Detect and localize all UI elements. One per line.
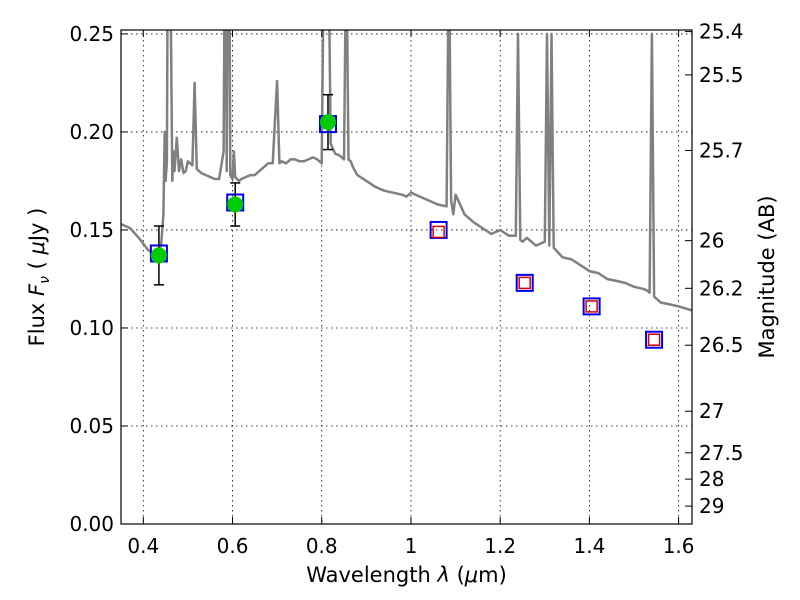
y2-tick-label: 27.5 — [699, 441, 744, 465]
model-photometry-square — [582, 297, 601, 316]
y-axis-label: Flux Fν ( μJy ) — [25, 208, 53, 347]
marker-layer — [149, 93, 664, 349]
x-tick-label: 1.6 — [663, 534, 695, 558]
y2-tick-label: 25.4 — [699, 20, 744, 44]
observed-point — [227, 196, 244, 213]
y2-tick-label: 28 — [699, 467, 724, 491]
right-axis-label: Magnitude (AB) — [755, 195, 779, 358]
y2-tick-label: 26.2 — [699, 276, 744, 300]
y2-tick-label: 26.5 — [699, 333, 744, 357]
y2-tick-label: 27 — [699, 399, 724, 423]
x-tick-label: 0.4 — [127, 534, 159, 558]
model-spectrum-line — [121, 30, 692, 312]
x-tick-label: 1.4 — [573, 534, 605, 558]
plot-frame — [120, 29, 693, 525]
model-photometry-square — [645, 330, 664, 349]
predicted-square — [585, 300, 598, 313]
axis-layer: 0.4 0.6 0.8 1 1.2 1.4 1.6 0.00 0.05 0.10 0.15 0.20 0… — [69, 20, 743, 558]
model-photometry-square — [515, 273, 534, 292]
x-tick-label: 1.2 — [484, 534, 516, 558]
observed-point — [150, 247, 167, 264]
y-tick-label: 0.10 — [69, 316, 114, 340]
y-tick-label: 0.20 — [69, 120, 114, 144]
y-tick-label: 0.25 — [69, 22, 114, 46]
x-tick-label: 1 — [405, 534, 418, 558]
y-tick-label: 0.05 — [69, 414, 114, 438]
x-axis-label: Wavelength λ (μm) — [306, 563, 507, 587]
predicted-square — [518, 276, 531, 290]
y2-tick-label: 29 — [699, 494, 724, 518]
predicted-square — [647, 333, 661, 346]
data-layer — [121, 30, 692, 312]
x-tick-label: 0.8 — [306, 534, 338, 558]
y-tick-label: 0.00 — [69, 512, 114, 536]
x-tick-label: 0.6 — [217, 534, 249, 558]
predicted-square — [432, 225, 445, 239]
y2-tick-label: 25.5 — [699, 63, 744, 87]
y2-tick-label: 26 — [699, 229, 724, 253]
observed-point — [319, 114, 336, 131]
y-tick-label: 0.15 — [69, 218, 114, 242]
y2-tick-label: 25.7 — [699, 138, 744, 162]
